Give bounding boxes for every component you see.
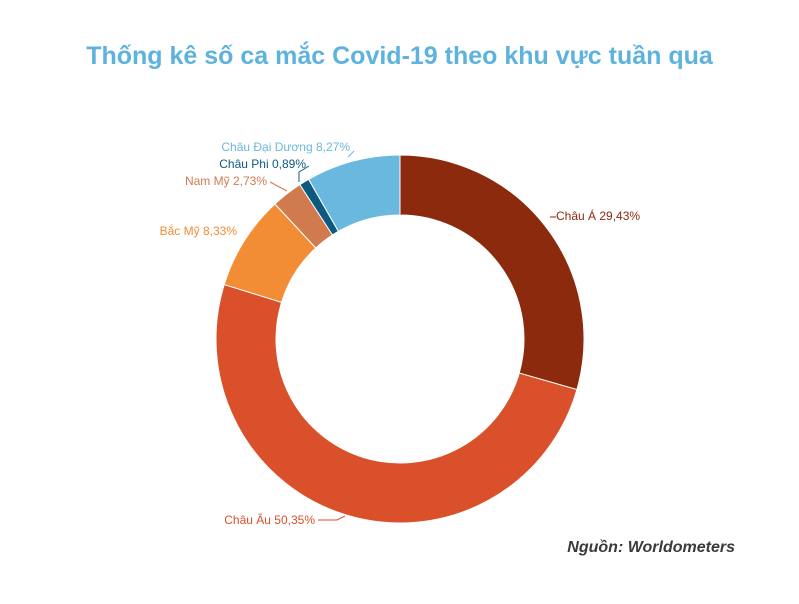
slices-group	[215, 154, 585, 524]
slice-chau-dai-duong	[307, 154, 401, 233]
slice-label: Bắc Mỹ 8,33%	[160, 223, 238, 238]
slice-label: Châu Âu 50,35%	[224, 512, 315, 527]
slice-label: Nam Mỹ 2,73%	[185, 174, 267, 188]
leader-line	[298, 165, 310, 182]
slice-label: Châu Đại Dương 8,27%	[221, 140, 350, 154]
slice-chau-au	[215, 283, 578, 524]
source-note: Nguồn: Worldometers	[567, 539, 735, 556]
leader-line	[318, 515, 346, 521]
leader-line	[347, 150, 355, 158]
slice-labels-group: Châu Á 29,43% Châu Âu 50,35% Bắc Mỹ 8,33% N…	[160, 140, 641, 527]
slice-label: Châu Á 29,43%	[556, 208, 640, 223]
leader-lines-group	[269, 150, 556, 521]
slice-label: Châu Phi 0,89%	[219, 157, 306, 171]
leader-line	[269, 181, 288, 192]
chart-title: Thống kê số ca mắc Covid-19 theo khu vực…	[86, 42, 713, 70]
slice-chau-a	[399, 154, 585, 391]
